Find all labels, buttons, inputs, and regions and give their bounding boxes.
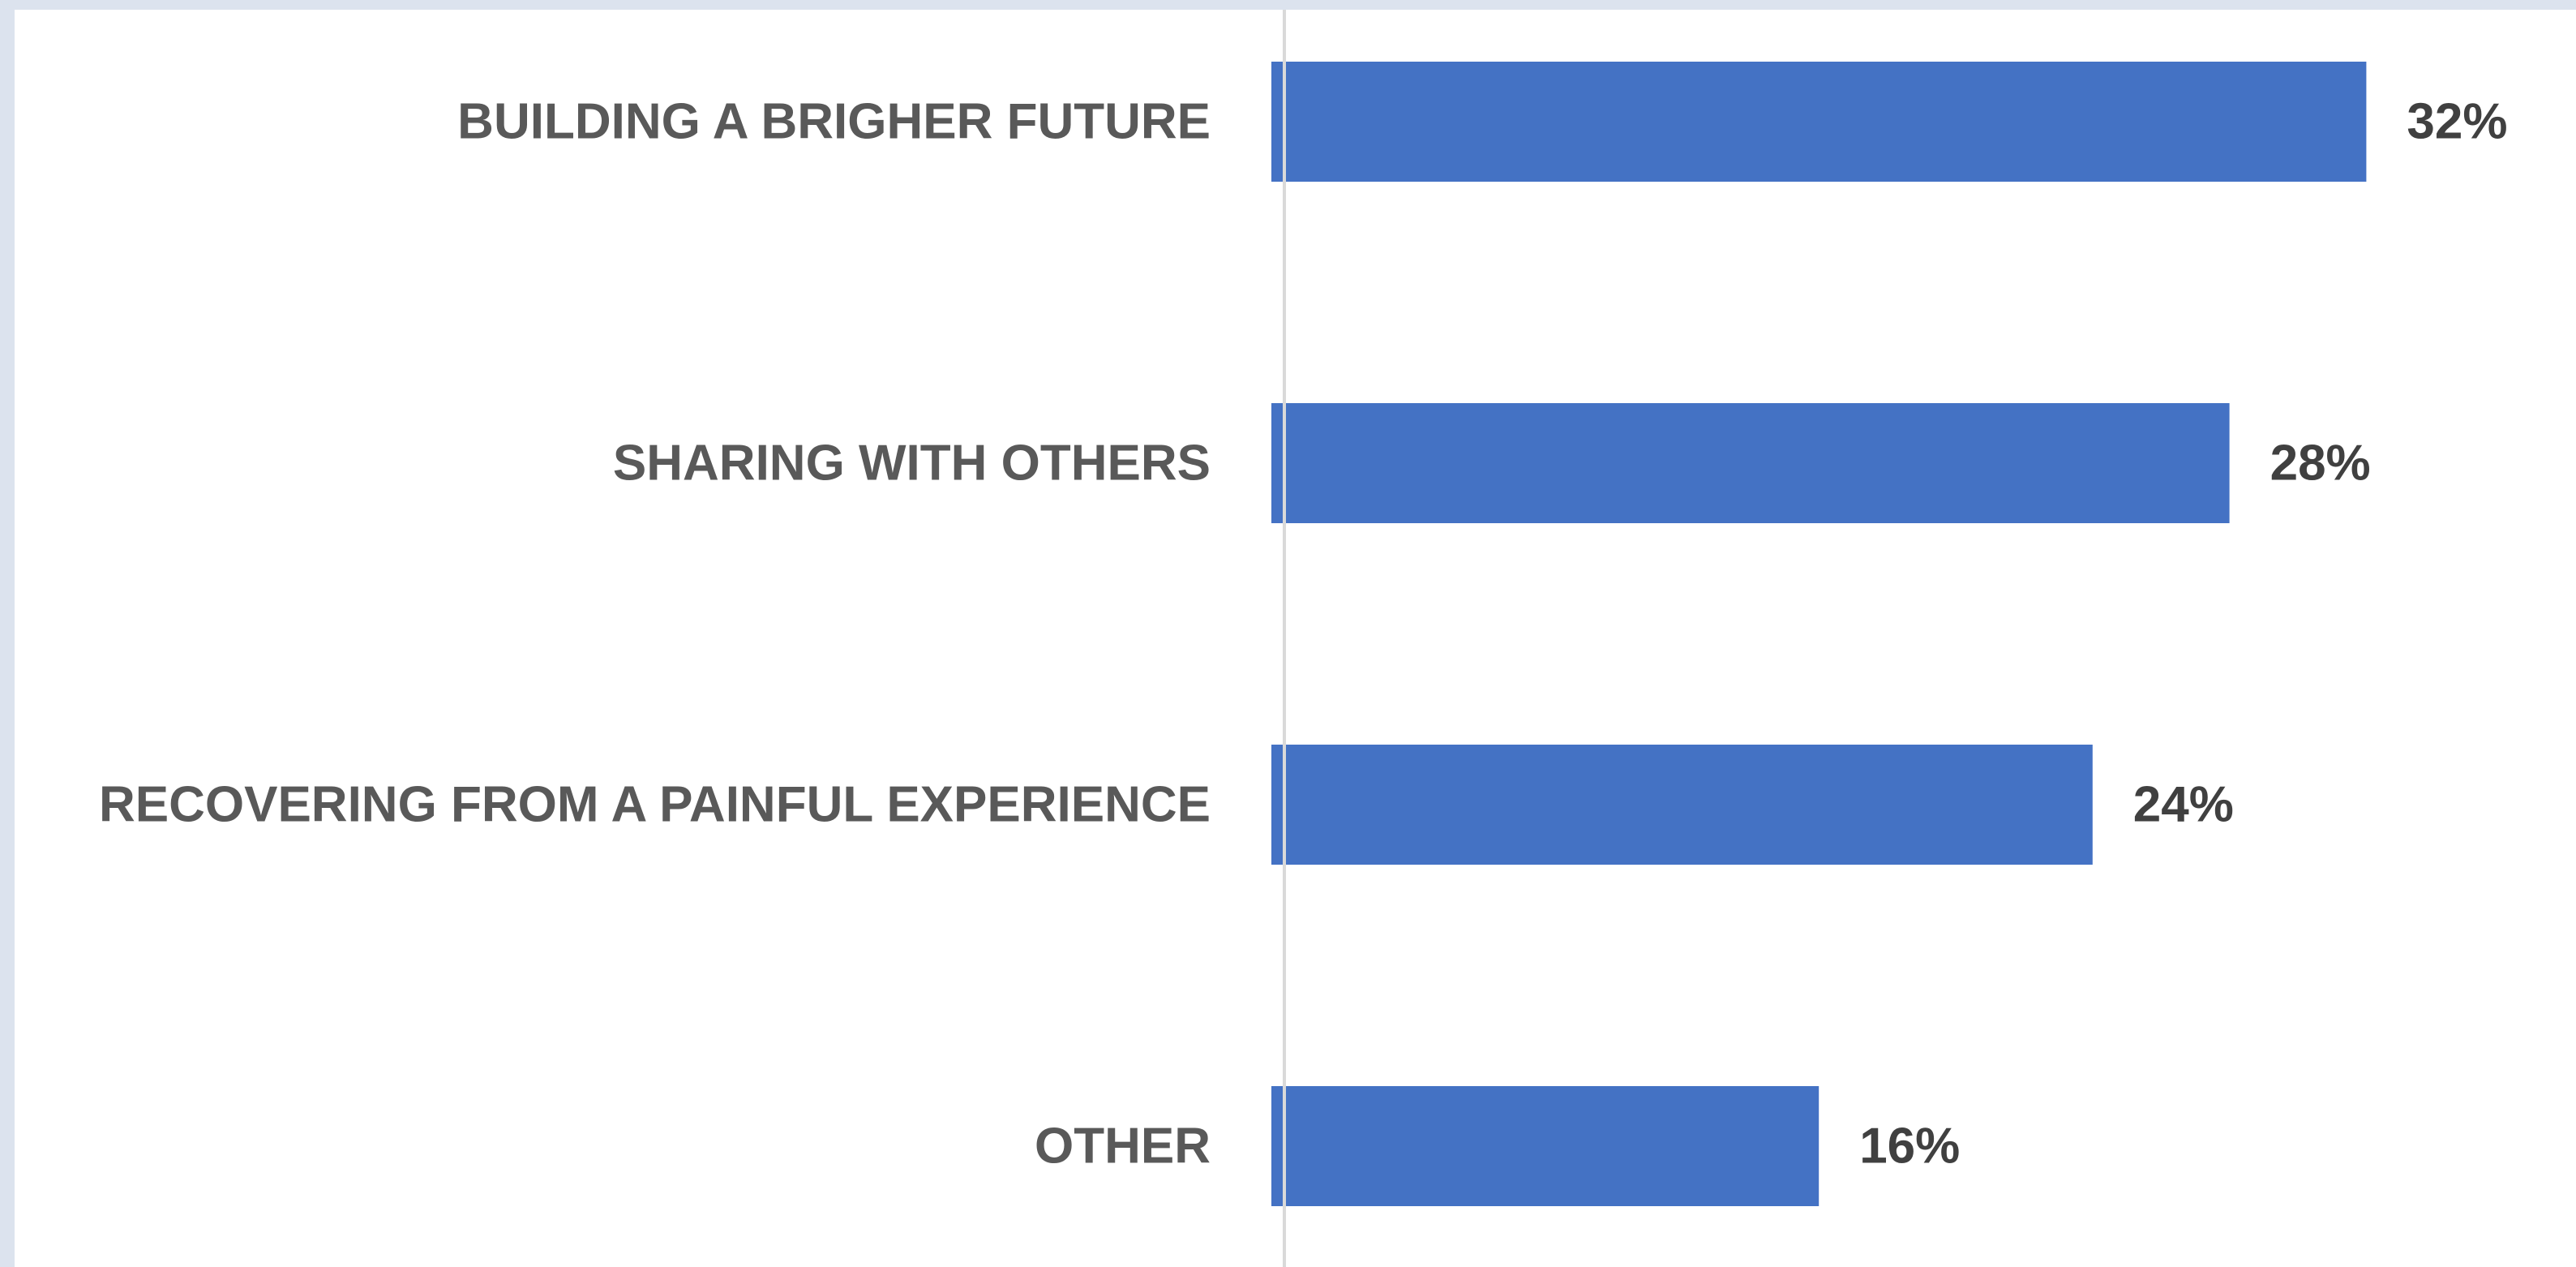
bars-layer: [1271, 62, 2367, 1206]
chart-panel: BUILDING A BRIGHER FUTURE 32% SHARING WITH…: [15, 10, 2576, 1267]
bar-2: [1271, 403, 2230, 523]
category-label: OTHER: [1035, 1119, 1211, 1175]
category-label: BUILDING A BRIGHER FUTURE: [457, 94, 1211, 150]
bar-chart: BUILDING A BRIGHER FUTURE 32% SHARING WITH…: [99, 10, 2508, 1267]
bar-3: [1271, 745, 2093, 865]
labels-layer: BUILDING A BRIGHER FUTURE 32% SHARING WITH…: [99, 94, 2508, 1175]
bar-1: [1271, 62, 2367, 182]
category-label: SHARING WITH OTHERS: [613, 436, 1211, 492]
value-label: 32%: [2407, 94, 2507, 150]
value-label: 28%: [2270, 436, 2371, 492]
value-label: 24%: [2133, 777, 2234, 833]
bar-4: [1271, 1086, 1819, 1206]
value-label: 16%: [1859, 1119, 1960, 1175]
category-label: RECOVERING FROM A PAINFUL EXPERIENCE: [99, 777, 1211, 833]
